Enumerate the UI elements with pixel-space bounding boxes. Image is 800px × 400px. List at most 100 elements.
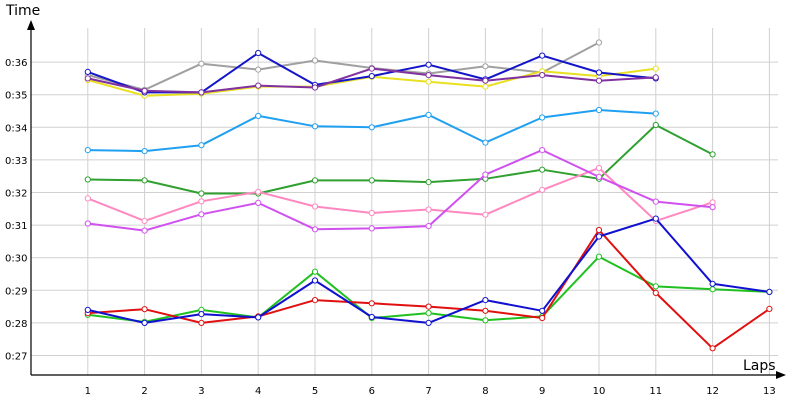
data-point <box>539 147 546 154</box>
series-1 <box>84 39 603 93</box>
data-point <box>368 177 375 184</box>
series-5 <box>84 106 659 155</box>
data-point <box>198 89 205 96</box>
data-point <box>595 39 603 46</box>
series-11 <box>84 215 773 326</box>
data-point <box>84 147 91 154</box>
data-point <box>198 211 205 218</box>
data-point <box>368 225 375 232</box>
data-point <box>311 268 319 275</box>
y-axis-title: Time <box>5 3 40 19</box>
data-point <box>255 49 262 57</box>
data-point <box>425 72 432 79</box>
x-axis-title: Laps <box>743 358 776 374</box>
data-point <box>368 65 375 72</box>
data-point <box>539 307 546 314</box>
data-point <box>198 142 205 149</box>
data-point <box>141 319 148 326</box>
data-point <box>482 139 489 146</box>
data-point <box>198 190 205 197</box>
series-line <box>87 124 714 195</box>
data-point <box>482 63 489 70</box>
data-point <box>368 313 375 321</box>
y-tick-label: 0:32 <box>5 189 27 200</box>
data-point <box>425 111 432 119</box>
data-point <box>766 288 773 295</box>
data-point <box>652 74 659 81</box>
data-point <box>141 177 148 184</box>
data-point <box>595 77 603 84</box>
data-point <box>539 186 546 193</box>
x-tick-label: 8 <box>482 386 488 397</box>
data-point <box>368 73 375 80</box>
data-point <box>311 123 319 130</box>
data-point <box>368 209 375 217</box>
data-point <box>652 65 659 72</box>
data-point <box>255 314 262 321</box>
y-tick-label: 0:33 <box>5 156 27 167</box>
data-point <box>595 173 603 180</box>
data-point <box>311 84 319 91</box>
x-tick-label: 13 <box>763 386 776 397</box>
x-axis-arrow-icon <box>776 371 786 379</box>
data-point <box>595 164 603 172</box>
series-line <box>87 167 713 222</box>
y-tick-label: 0:30 <box>5 254 27 265</box>
x-tick-label: 7 <box>425 386 431 397</box>
data-point <box>425 78 432 85</box>
x-tick-label: 6 <box>369 386 375 397</box>
data-point <box>84 68 91 76</box>
data-point <box>311 57 319 64</box>
data-point <box>482 77 489 84</box>
data-point <box>425 223 432 230</box>
y-tick-label: 0:29 <box>5 286 27 297</box>
data-point <box>425 319 432 326</box>
series-6 <box>84 121 716 197</box>
x-tick-label: 11 <box>649 386 662 397</box>
data-point <box>255 112 262 120</box>
data-point <box>539 114 546 121</box>
data-point <box>766 305 773 312</box>
data-point <box>141 217 148 224</box>
series-8 <box>84 147 716 234</box>
data-point <box>709 151 716 158</box>
x-tick-label: 4 <box>255 386 261 397</box>
data-point <box>652 283 659 290</box>
series-line <box>87 149 713 232</box>
data-point <box>84 176 91 183</box>
data-point <box>482 83 489 90</box>
data-point <box>709 204 716 211</box>
grid <box>31 28 778 375</box>
y-tick-label: 0:28 <box>5 319 27 330</box>
data-point <box>311 177 319 184</box>
data-point <box>255 188 262 195</box>
data-point <box>84 75 91 82</box>
data-point <box>652 121 659 129</box>
data-point <box>595 69 603 76</box>
data-point <box>595 226 603 234</box>
data-point <box>425 61 432 68</box>
data-point <box>709 286 716 293</box>
data-point <box>709 280 716 287</box>
data-point <box>255 82 262 89</box>
data-point <box>425 206 432 213</box>
data-point <box>425 303 432 310</box>
data-point <box>425 179 432 186</box>
data-point <box>141 227 148 234</box>
data-point <box>311 203 319 210</box>
x-tick-label: 12 <box>706 386 719 397</box>
y-tick-label: 0:36 <box>5 58 27 69</box>
data-point <box>368 124 375 131</box>
data-point <box>652 215 659 222</box>
x-tick-label: 5 <box>312 386 318 397</box>
data-point <box>539 314 546 322</box>
data-point <box>539 52 546 59</box>
data-point <box>198 198 205 205</box>
data-point <box>709 345 716 352</box>
series-lines <box>84 39 773 352</box>
series-7 <box>84 164 716 224</box>
data-point <box>595 253 603 260</box>
data-point <box>141 87 148 94</box>
data-point <box>311 277 319 284</box>
